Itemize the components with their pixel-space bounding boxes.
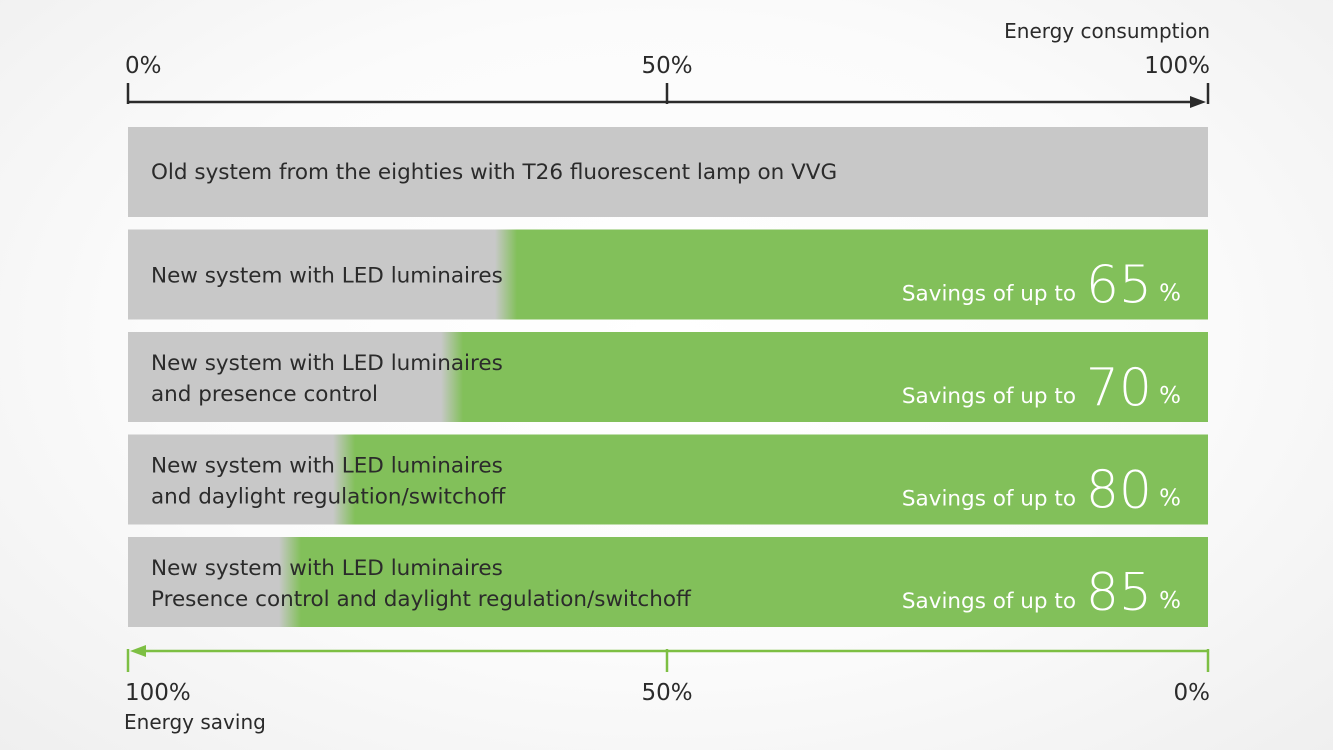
bar-rect-2 [128,332,1208,422]
bar-label-2-line-1: and presence control [151,382,378,407]
savings-prefix-1: Savings of up to [902,282,1076,307]
bar-label-2-line-0: New system with LED luminaires [151,351,503,376]
top-tick-label-0: 0% [125,53,162,79]
bottom-axis-arrow-icon [130,645,146,657]
bar-2: New system with LED luminaires and presen… [128,332,1208,422]
savings-percent-sign-4: % [1159,588,1181,614]
bar-rect-3 [128,434,1208,525]
top-tick-label-2: 100% [1144,53,1210,79]
savings-percent-sign-3: % [1159,486,1181,512]
bar-0: Old system from the eighties with T26 fl… [128,127,1208,217]
top-axis: Energy consumption 0% 50% 100% [125,19,1210,108]
bar-rect-4 [128,537,1208,627]
bar-label-3-line-1: and daylight regulation/switchoff [151,485,507,510]
top-tick-label-1: 50% [641,53,692,79]
top-axis-name: Energy consumption [1004,19,1210,43]
bar-rect-1 [128,229,1208,320]
savings-value-1: 65 [1086,256,1152,316]
bottom-tick-label-1: 50% [641,680,692,706]
savings-prefix-3: Savings of up to [902,487,1076,512]
bars-group: Old system from the eighties with T26 fl… [128,127,1208,627]
top-axis-arrow-icon [1190,96,1206,108]
savings-value-3: 80 [1086,461,1152,521]
bar-label-0-line-0: Old system from the eighties with T26 fl… [151,160,837,185]
bar-rect-0 [128,127,1208,217]
bottom-tick-label-0: 100% [125,680,191,706]
savings-prefix-2: Savings of up to [902,384,1076,409]
bar-label-1-line-0: New system with LED luminaires [151,264,503,289]
bottom-axis-name: Energy saving [124,710,266,734]
bar-label-3-line-0: New system with LED luminaires [151,454,503,479]
bar-label-4-line-0: New system with LED luminaires [151,556,503,581]
bar-4: New system with LED luminaires Presence c… [128,537,1208,627]
savings-prefix-4: Savings of up to [902,589,1076,614]
bottom-axis: 100% 50% 0% Energy saving [124,645,1210,734]
bar-1: New system with LED luminaires% 65 Savings… [128,229,1208,320]
bar-3: New system with LED luminaires and daylig… [128,434,1208,525]
savings-value-2: 70 [1086,358,1152,418]
savings-value-4: 85 [1086,563,1152,623]
bottom-tick-label-2: 0% [1174,680,1211,706]
savings-percent-sign-2: % [1159,383,1181,409]
savings-percent-sign-1: % [1159,281,1181,307]
bar-label-4-line-1: Presence control and daylight regulation… [151,587,692,612]
